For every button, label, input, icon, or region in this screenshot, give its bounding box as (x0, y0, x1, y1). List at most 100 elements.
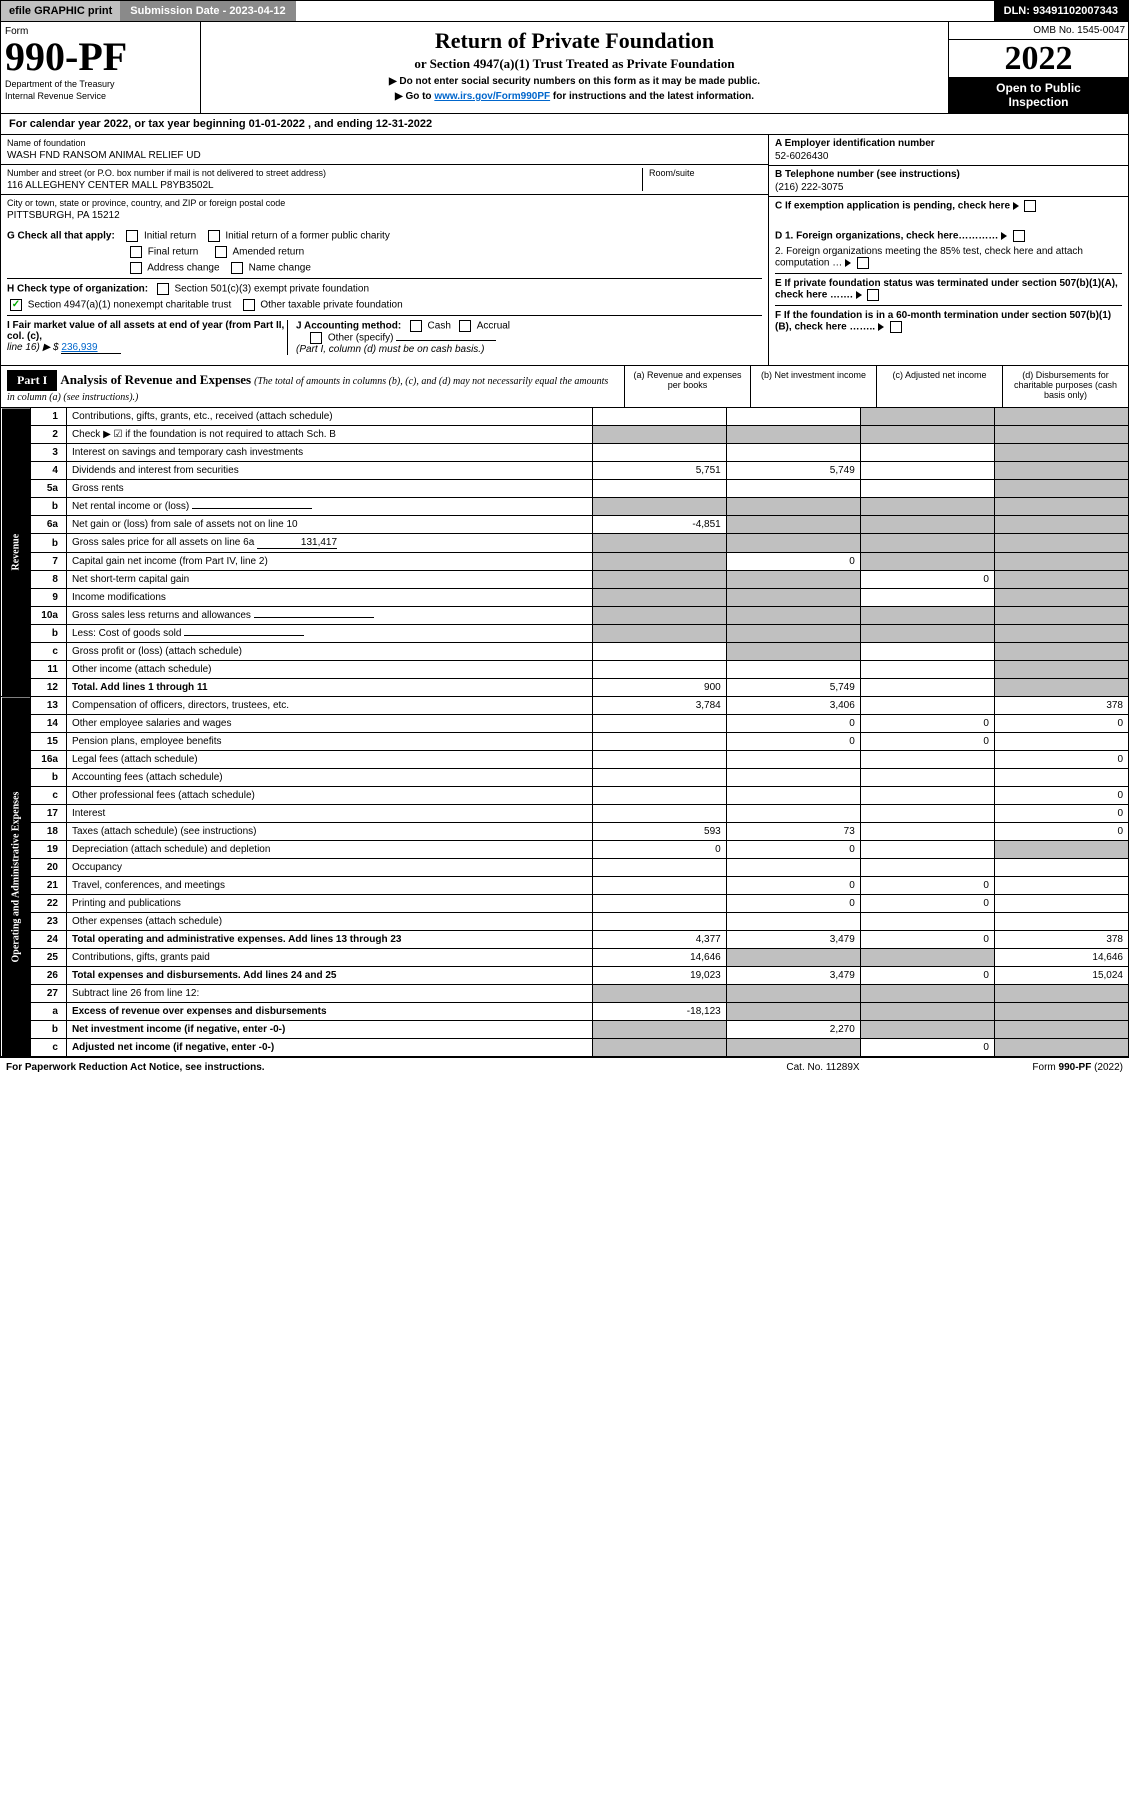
amended-cb[interactable] (215, 246, 227, 258)
line-number: b (30, 769, 66, 787)
arrow-icon (856, 291, 862, 299)
address-change-cb[interactable] (130, 262, 142, 274)
line-number: c (30, 643, 66, 661)
cash-cb[interactable] (410, 320, 422, 332)
ssn-note: ▶ Do not enter social security numbers o… (207, 76, 942, 87)
line-description: Check ▶ ☑ if the foundation is not requi… (66, 426, 592, 444)
line-description: Other employee salaries and wages (66, 715, 592, 733)
g-label: G Check all that apply: (7, 231, 115, 242)
line-description: Net gain or (loss) from sale of assets n… (66, 516, 592, 534)
form-number: 990-PF (5, 37, 196, 77)
line-number: 5a (30, 480, 66, 498)
foreign-org-cb[interactable] (1013, 230, 1025, 242)
line-number: 18 (30, 823, 66, 841)
goto-pre: ▶ Go to (395, 91, 434, 102)
accrual-cb[interactable] (459, 320, 471, 332)
arrow-icon (878, 323, 884, 331)
line-description: Printing and publications (66, 895, 592, 913)
line-description: Contributions, gifts, grants paid (66, 949, 592, 967)
line-description: Net short-term capital gain (66, 571, 592, 589)
line-number: c (30, 1039, 66, 1057)
form-ref: Form 990-PF (2022) (923, 1062, 1123, 1073)
exemption-checkbox[interactable] (1024, 200, 1036, 212)
f-label: F If the foundation is in a 60-month ter… (775, 310, 1111, 333)
ein-label: A Employer identification number (775, 138, 1122, 149)
inspection: Inspection (953, 95, 1124, 109)
line-number: b (30, 1021, 66, 1039)
fmv-value[interactable]: 236,939 (61, 342, 121, 354)
line-description: Interest on savings and temporary cash i… (66, 444, 592, 462)
h-label: H Check type of organization: (7, 284, 148, 295)
opt-accrual: Accrual (477, 321, 510, 332)
opt-other-method: Other (specify) (328, 333, 394, 344)
final-return-cb[interactable] (130, 246, 142, 258)
line-number: 11 (30, 661, 66, 679)
line-description: Compensation of officers, directors, tru… (66, 697, 592, 715)
line-number: 16a (30, 751, 66, 769)
501c3-cb[interactable] (157, 283, 169, 295)
line-description: Total operating and administrative expen… (66, 931, 592, 949)
line-description: Capital gain net income (from Part IV, l… (66, 553, 592, 571)
line-description: Total. Add lines 1 through 11 (66, 679, 592, 697)
street-address: 116 ALLEGHENY CENTER MALL P8YB3502L (7, 180, 642, 191)
line-number: 17 (30, 805, 66, 823)
line-description: Gross sales less returns and allowances (66, 607, 592, 625)
line-description: Interest (66, 805, 592, 823)
identification-section: Name of foundation WASH FND RANSOM ANIMA… (0, 135, 1129, 224)
opt-4947: Section 4947(a)(1) nonexempt charitable … (28, 300, 231, 311)
side-section-label: Revenue (1, 408, 31, 697)
city-state-zip: PITTSBURGH, PA 15212 (7, 210, 762, 221)
line-number: 20 (30, 859, 66, 877)
top-bar: efile GRAPHIC print Submission Date - 20… (0, 0, 1129, 22)
form-subtitle: or Section 4947(a)(1) Trust Treated as P… (207, 56, 942, 72)
irs-link[interactable]: www.irs.gov/Form990PF (434, 91, 550, 102)
line-number: 7 (30, 553, 66, 571)
col-a-head: (a) Revenue and expenses per books (624, 366, 750, 407)
other-taxable-cb[interactable] (243, 299, 255, 311)
omb-number: OMB No. 1545-0047 (949, 22, 1128, 40)
terminated-cb[interactable] (867, 289, 879, 301)
arrow-icon (1001, 232, 1007, 240)
part1-header-row: Part I Analysis of Revenue and Expenses … (0, 366, 1129, 408)
line-description: Occupancy (66, 859, 592, 877)
line-number: 12 (30, 679, 66, 697)
dln-label: DLN: 93491102007343 (994, 1, 1128, 21)
efile-label: efile GRAPHIC print (1, 1, 120, 21)
j-note: (Part I, column (d) must be on cash basi… (296, 344, 484, 355)
line-description: Depreciation (attach schedule) and deple… (66, 841, 592, 859)
d2-label: 2. Foreign organizations meeting the 85%… (775, 246, 1083, 269)
open-public: Open to Public (953, 81, 1124, 95)
e-label: E If private foundation status was termi… (775, 278, 1118, 301)
60month-cb[interactable] (890, 321, 902, 333)
line-description: Adjusted net income (if negative, enter … (66, 1039, 592, 1057)
line-description: Travel, conferences, and meetings (66, 877, 592, 895)
line-number: 10a (30, 607, 66, 625)
4947-cb[interactable] (10, 299, 22, 311)
85pct-cb[interactable] (857, 257, 869, 269)
dept-treasury: Department of the Treasury (5, 79, 196, 89)
part1-title: Analysis of Revenue and Expenses (60, 372, 251, 387)
line-description: Net investment income (if negative, ente… (66, 1021, 592, 1039)
other-method-cb[interactable] (310, 332, 322, 344)
line-number: 9 (30, 589, 66, 607)
line-description: Excess of revenue over expenses and disb… (66, 1003, 592, 1021)
phone-label: B Telephone number (see instructions) (775, 169, 1122, 180)
line-number: 4 (30, 462, 66, 480)
addr-label: Number and street (or P.O. box number if… (7, 168, 642, 178)
col-b-head: (b) Net investment income (750, 366, 876, 407)
line-number: 15 (30, 733, 66, 751)
goto-post: for instructions and the latest informat… (550, 91, 754, 102)
line-description: Other professional fees (attach schedule… (66, 787, 592, 805)
arrow-icon (845, 259, 851, 267)
line-number: c (30, 787, 66, 805)
i-line16: line 16) ▶ $ (7, 342, 59, 353)
initial-former-cb[interactable] (208, 230, 220, 242)
line-number: b (30, 498, 66, 516)
city-label: City or town, state or province, country… (7, 198, 762, 208)
name-change-cb[interactable] (231, 262, 243, 274)
line-description: Net rental income or (loss) (66, 498, 592, 516)
initial-return-cb[interactable] (126, 230, 138, 242)
opt-initial: Initial return (144, 231, 196, 242)
paperwork-notice: For Paperwork Reduction Act Notice, see … (6, 1062, 723, 1073)
exemption-label: C If exemption application is pending, c… (775, 201, 1010, 212)
